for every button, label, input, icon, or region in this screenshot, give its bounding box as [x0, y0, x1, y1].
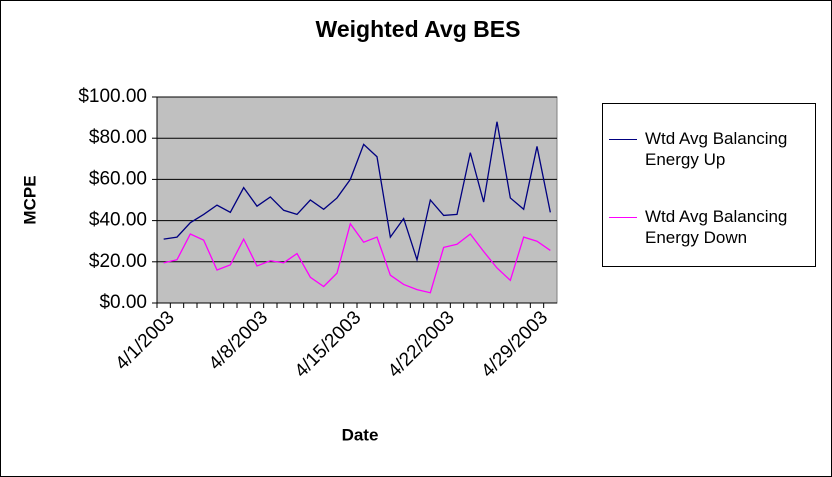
plot-area — [156, 96, 558, 304]
y-tick-label: $20.00 — [89, 251, 147, 272]
legend: Wtd Avg Balancing Energy Up Wtd Avg Balan… — [602, 103, 816, 267]
y-tick-label: $80.00 — [89, 127, 147, 148]
legend-label: Wtd Avg Balancing Energy Down — [645, 207, 788, 247]
x-axis-label: Date — [342, 425, 379, 444]
legend-label: Wtd Avg Balancing Energy Up — [645, 129, 788, 169]
y-axis-label: MCPE — [20, 175, 39, 224]
legend-swatch — [609, 139, 637, 140]
y-tick-label: $100.00 — [78, 86, 147, 107]
legend-swatch — [609, 217, 637, 218]
y-tick-label: $60.00 — [89, 168, 147, 189]
y-tick-label: $40.00 — [89, 210, 147, 231]
series-line — [163, 121, 551, 263]
legend-item: Wtd Avg Balancing Energy Up — [609, 128, 813, 170]
chart-title: Weighted Avg BES — [316, 16, 521, 42]
legend-item: Wtd Avg Balancing Energy Down — [609, 206, 813, 248]
series-line — [163, 222, 551, 294]
y-tick-label: $0.00 — [99, 292, 147, 313]
